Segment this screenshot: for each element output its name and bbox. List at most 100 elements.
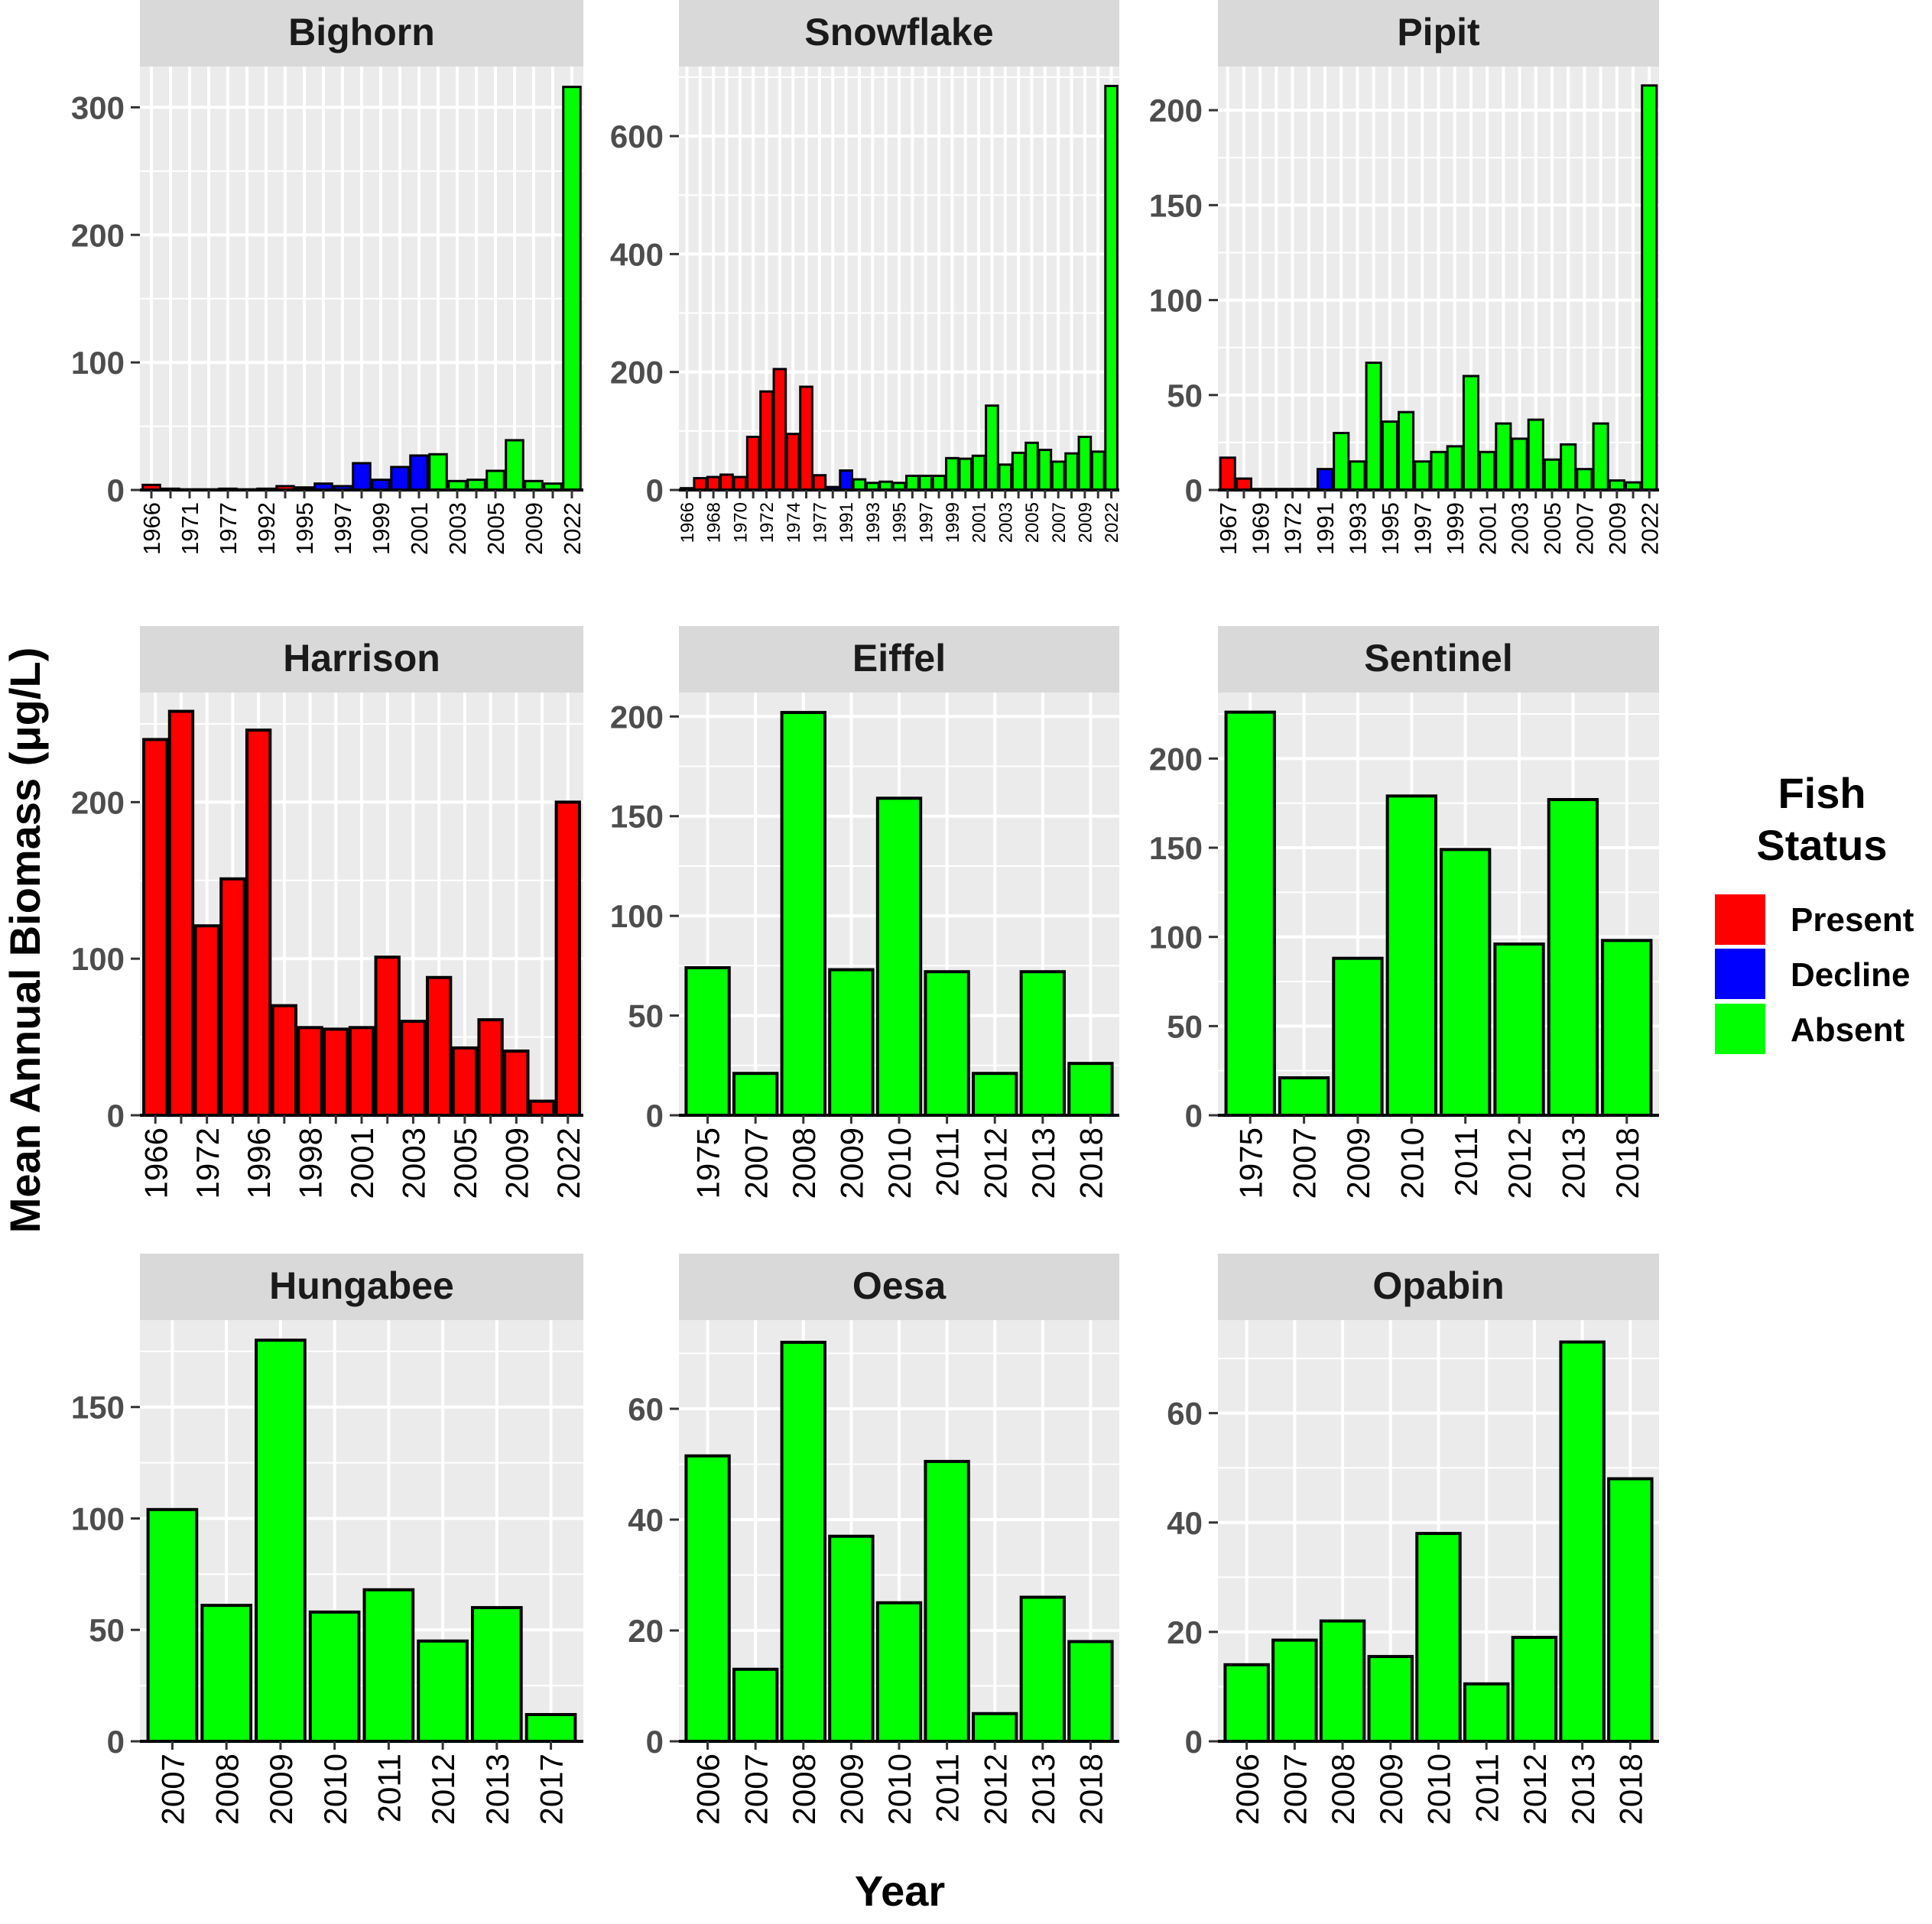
x-tick-label: 2007 xyxy=(1572,502,1599,555)
bar xyxy=(471,1606,523,1743)
legend-label-absent: Absent xyxy=(1791,1011,1904,1049)
panel-strip xyxy=(679,0,1119,67)
y-tick-label: 20 xyxy=(1167,1614,1203,1650)
x-tick-label: 2001 xyxy=(406,502,433,555)
bar xyxy=(1641,84,1658,492)
bar xyxy=(1415,1532,1462,1743)
bar xyxy=(1493,943,1545,1117)
x-tick-label: 1999 xyxy=(943,502,963,543)
bar xyxy=(759,390,774,492)
x-tick-label: 2009 xyxy=(1373,1754,1409,1825)
x-tick-label: 2018 xyxy=(1073,1754,1109,1825)
x-tick-label: 2013 xyxy=(1565,1754,1601,1825)
bar xyxy=(245,728,272,1118)
bar xyxy=(142,738,169,1117)
legend-label-present: Present xyxy=(1791,901,1914,939)
x-tick-label: 1991 xyxy=(1312,502,1339,555)
x-tick-label: 2005 xyxy=(447,1127,483,1199)
bar xyxy=(371,479,391,492)
bar xyxy=(1463,1682,1510,1743)
bar xyxy=(780,711,826,1117)
panel-title: Oesa xyxy=(852,1264,947,1307)
bar xyxy=(1316,468,1334,492)
panel-hungabee: Hungabee 0 50 100 150 2007 2008 2009 2010 2011 201… xyxy=(71,1254,583,1825)
x-tick-label: 2012 xyxy=(1517,1754,1553,1825)
x-tick-label: 1995 xyxy=(1377,502,1404,555)
bar xyxy=(924,1459,970,1743)
bar xyxy=(1576,468,1593,492)
x-tick-label: 2001 xyxy=(344,1127,380,1199)
x-tick-label: 2003 xyxy=(444,502,471,555)
bar xyxy=(352,462,372,492)
x-tick-label: 2009 xyxy=(263,1754,299,1825)
x-tick-label: 2001 xyxy=(1474,502,1501,555)
x-tick-label: 2010 xyxy=(317,1754,353,1825)
y-tick-label: 0 xyxy=(646,1724,664,1760)
x-tick-label: 1996 xyxy=(241,1127,277,1199)
x-tick-label: 1993 xyxy=(863,502,884,543)
x-tick-label: 2009 xyxy=(834,1754,870,1825)
x-tick-label: 1966 xyxy=(138,502,165,555)
bar xyxy=(297,1026,323,1118)
y-tick-label: 150 xyxy=(71,1390,125,1426)
bar xyxy=(1547,798,1599,1117)
y-tick-label: 100 xyxy=(1149,283,1203,319)
x-tick-label: 2008 xyxy=(1325,1754,1361,1825)
panel-strip xyxy=(679,626,1119,693)
bar xyxy=(1430,450,1447,492)
x-tick-label: 1966 xyxy=(677,502,698,543)
bar xyxy=(466,479,486,492)
bar xyxy=(1064,452,1079,492)
bar xyxy=(409,454,429,492)
y-tick-label: 0 xyxy=(1185,1724,1203,1760)
bar xyxy=(1398,410,1415,492)
x-tick-label: 2010 xyxy=(1394,1127,1430,1199)
x-tick-label: 1992 xyxy=(253,502,280,555)
x-tick-label: 2007 xyxy=(155,1754,191,1825)
x-tick-label: 2009 xyxy=(1340,1127,1376,1199)
x-tick-label: 1997 xyxy=(330,502,356,555)
panel-bighorn: Bighorn 0 100 200 300 1966 1971 1977 1992 1995 199… xyxy=(71,0,586,555)
bar xyxy=(1278,1076,1330,1117)
y-tick-label: 60 xyxy=(1167,1396,1203,1432)
bar xyxy=(1479,450,1496,492)
bar xyxy=(719,473,734,492)
bar xyxy=(528,1099,556,1117)
panel-oesa: Oesa 0 20 40 60 2006 2007 2008 2009 2010 2011 2012 2… xyxy=(628,1254,1119,1825)
bar xyxy=(918,474,934,492)
bar xyxy=(562,86,582,492)
panel-strip xyxy=(1218,626,1659,693)
bar xyxy=(1381,420,1398,492)
y-tick-label: 40 xyxy=(628,1502,664,1538)
bar xyxy=(451,1046,479,1118)
x-tick-label: 2011 xyxy=(1469,1754,1505,1822)
bar xyxy=(684,1454,731,1743)
x-tick-label: 2022 xyxy=(1102,502,1122,543)
bar xyxy=(1067,1062,1114,1117)
y-tick-label: 50 xyxy=(1167,378,1203,414)
y-tick-label: 150 xyxy=(610,799,664,835)
x-tick-label: 2011 xyxy=(1448,1127,1484,1196)
x-tick-label: 2008 xyxy=(786,1127,822,1199)
y-tick-label: 100 xyxy=(71,1501,125,1536)
y-tick-label: 20 xyxy=(628,1613,664,1649)
x-tick-label: 1971 xyxy=(177,502,203,555)
bar xyxy=(1365,362,1382,492)
x-tick-label: 1972 xyxy=(190,1127,226,1199)
legend-key-present xyxy=(1715,894,1765,945)
bar xyxy=(477,1018,504,1118)
panel-sentinel: Sentinel 0 50 100 150 200 1975 2007 2009 2010 2011… xyxy=(1149,626,1659,1199)
bar xyxy=(271,1004,298,1118)
bar xyxy=(308,1610,361,1744)
bar xyxy=(1559,1340,1606,1744)
x-tick-label: 2012 xyxy=(977,1127,1013,1199)
bar xyxy=(958,457,973,492)
y-tick-label: 0 xyxy=(107,1098,125,1134)
x-tick-label: 2010 xyxy=(882,1754,917,1825)
y-tick-label: 200 xyxy=(1149,92,1203,128)
x-tick-label: 2012 xyxy=(1502,1127,1537,1199)
bar xyxy=(772,368,787,492)
x-tick-label: 1977 xyxy=(215,502,242,555)
y-tick-label: 0 xyxy=(1185,1098,1203,1134)
x-tick-label: 2008 xyxy=(786,1754,822,1825)
